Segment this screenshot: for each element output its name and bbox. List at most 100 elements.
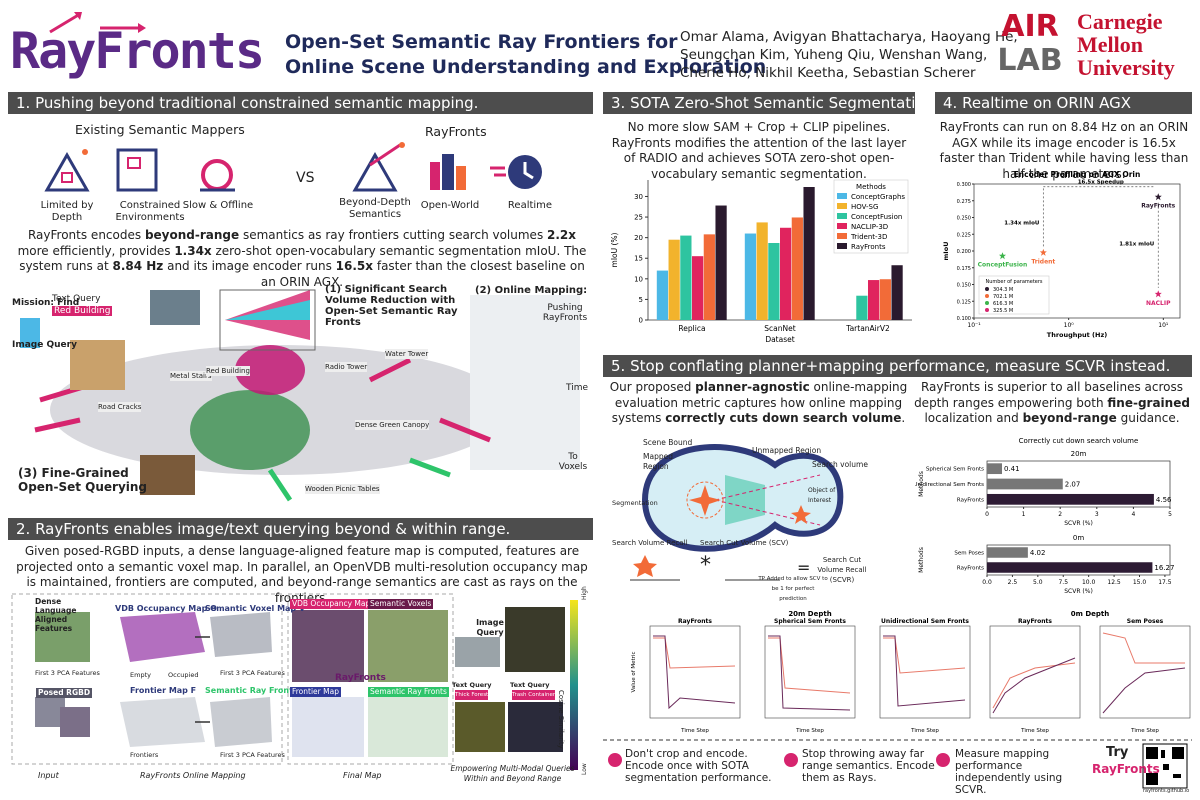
label: Pushing RayFronts bbox=[542, 303, 588, 323]
paragraph: RayFronts can run on 8.84 Hz on an ORIN … bbox=[938, 120, 1190, 182]
project-name: RayFronts bbox=[1092, 762, 1160, 776]
label: Dense Green Canopy bbox=[355, 420, 430, 430]
label: Text Query bbox=[52, 294, 101, 304]
label: Mapped Region bbox=[643, 452, 673, 471]
x-axis-label: Dataset bbox=[765, 335, 794, 344]
y-tick-label: 0.275 bbox=[957, 199, 971, 205]
x-tick-label: ScanNet bbox=[764, 324, 795, 333]
y-tick-label: 0 bbox=[639, 317, 643, 325]
section-heading: 2. RayFronts enables image/text querying… bbox=[8, 518, 593, 540]
university-word: Mellon bbox=[1077, 32, 1143, 57]
legend-label: 304.3 M bbox=[993, 287, 1013, 293]
text-run: localization and bbox=[924, 411, 1023, 425]
x-axis-label: SCVR (%) bbox=[1064, 520, 1093, 527]
y-tick-label: Unidirectional Sem Fronts bbox=[915, 482, 984, 488]
bar bbox=[780, 227, 792, 320]
x-axis-label: Time Step bbox=[680, 728, 709, 734]
legend-swatch bbox=[837, 243, 847, 249]
hbar-chart: Correctly cut down search volume 20m 0 1 2 3 4… bbox=[915, 437, 1174, 595]
metric-plots: 20m Depth 0m Depth RayFronts Time Step Spher… bbox=[631, 610, 1191, 734]
chart-title: Encoder Profiling on AGX Orin bbox=[1014, 170, 1141, 179]
point-label: ConceptFusion bbox=[978, 262, 1028, 269]
legend-swatch bbox=[837, 213, 847, 219]
x-tick-label: 1 bbox=[1022, 511, 1026, 518]
vs: VS bbox=[296, 170, 315, 186]
x-tick-label: TartanAirV2 bbox=[845, 324, 890, 333]
bar bbox=[668, 239, 680, 320]
label: Dense Language Aligned Features bbox=[35, 597, 77, 633]
plot-title: RayFronts bbox=[678, 618, 712, 625]
title-line: Open-Set Semantic Ray Frontiers for bbox=[285, 31, 678, 53]
bar bbox=[715, 205, 727, 320]
icons bbox=[44, 142, 542, 192]
paragraph: No more slow SAM + Crop + CLIP pipelines… bbox=[606, 120, 912, 182]
label: Image Query bbox=[12, 340, 77, 350]
bar bbox=[868, 280, 880, 320]
label: Image Query bbox=[476, 618, 504, 637]
footer-graphics bbox=[603, 739, 1192, 789]
text-run: Given posed-RGBD inputs, a dense languag… bbox=[16, 544, 588, 605]
value-label: 2.07 bbox=[1065, 481, 1081, 489]
bar bbox=[656, 270, 669, 320]
label: Scene Bound bbox=[643, 438, 693, 447]
y-tick-label: Sem Poses bbox=[954, 551, 984, 557]
label: RayFronts Online Mapping bbox=[140, 771, 246, 780]
x-tick-label: 3 bbox=[1095, 511, 1099, 518]
label: Search Cut Volume Recall (SCVR) bbox=[817, 556, 867, 584]
legend-label: Trident-3D bbox=[850, 233, 887, 241]
x-axis-label: Time Step bbox=[1130, 728, 1159, 734]
label: Text Query bbox=[510, 681, 550, 689]
x-axis-label: Time Step bbox=[910, 728, 939, 734]
x-axis-label: Throughput (Hz) bbox=[1047, 331, 1107, 339]
point-label: RayFronts bbox=[1141, 203, 1175, 210]
label: Thick Forest bbox=[455, 690, 489, 700]
label: Realtime bbox=[507, 200, 553, 211]
x-tick-label: 10.0 bbox=[1082, 579, 1096, 586]
chart-title: Correctly cut down search volume bbox=[1019, 437, 1139, 445]
label: Search volume bbox=[812, 460, 868, 469]
try: Try bbox=[1106, 745, 1129, 760]
x-tick-label: 2.5 bbox=[1008, 579, 1018, 586]
label: Text Query bbox=[452, 681, 492, 689]
text-run: . bbox=[901, 411, 906, 425]
label: Frontier Map F bbox=[130, 686, 197, 695]
point bbox=[1154, 193, 1162, 201]
legend-swatch bbox=[985, 287, 989, 291]
group-title: 20m Depth bbox=[788, 610, 831, 618]
label: TP Added to allow SCV to be 1 for perfec… bbox=[758, 576, 828, 602]
logo-arrows bbox=[49, 12, 146, 34]
panel-title: 20m bbox=[1071, 450, 1087, 458]
x-axis-label: Time Step bbox=[795, 728, 824, 734]
label: Cosine Similarity bbox=[557, 690, 565, 749]
label: = bbox=[797, 558, 811, 577]
legend-box bbox=[978, 275, 1050, 315]
y-axis-label: mIoU bbox=[942, 242, 950, 261]
legend-label: ConceptGraphs bbox=[851, 193, 905, 201]
text-run: 1.34x bbox=[174, 243, 212, 258]
label: Search Volume Recall bbox=[612, 539, 688, 547]
x-tick-label: 10⁻¹ bbox=[967, 322, 981, 329]
y-tick-label: 0.175 bbox=[957, 266, 971, 272]
subheading: RayFronts bbox=[425, 124, 487, 139]
y-axis-label: Methods bbox=[918, 547, 925, 573]
text-run: 8.84 Hz bbox=[112, 259, 164, 273]
label: Input bbox=[38, 771, 59, 780]
label: Search Cut Volume (SCV) bbox=[700, 539, 789, 547]
value-label: 4.02 bbox=[1030, 549, 1046, 557]
figure bbox=[20, 289, 580, 502]
label: Trash Container bbox=[512, 690, 556, 700]
x-tick-label: 4 bbox=[1131, 511, 1135, 518]
label: To Voxels bbox=[558, 452, 588, 472]
legend-label: 325.5 M bbox=[993, 308, 1013, 314]
legend-swatch bbox=[837, 223, 847, 229]
label: Open-World bbox=[420, 200, 480, 211]
label: RayFronts bbox=[335, 673, 386, 683]
text-run: RayFronts encodes bbox=[27, 228, 145, 242]
point bbox=[1039, 248, 1047, 256]
author-line: Cherie Ho, Nikhil Keetha, Sebastian Sche… bbox=[680, 65, 976, 81]
annotation: 1.81x mIoU bbox=[1119, 241, 1154, 247]
label: Empowering Multi-Modal Queries Within an… bbox=[450, 764, 575, 783]
text-run: RayFronts is superior to all baselines a… bbox=[914, 380, 1184, 410]
lab-word: LAB bbox=[997, 43, 1063, 78]
